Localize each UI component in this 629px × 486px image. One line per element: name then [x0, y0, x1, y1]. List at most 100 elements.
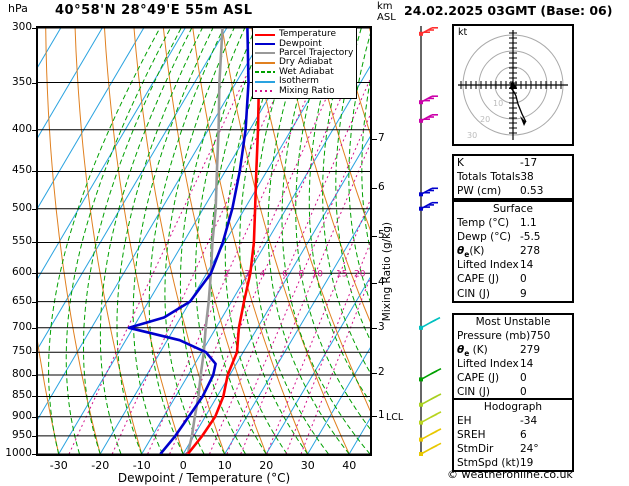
altitude-tick-label-6: 6 [378, 181, 385, 194]
pressure-tick-950 [32, 435, 36, 437]
legend-swatch [255, 61, 275, 64]
table-row: CIN (J) 9 [454, 287, 572, 301]
altitude-tick-label-4: 4 [378, 275, 385, 288]
legend-label: Dewpoint [279, 38, 322, 49]
table-row-value: 1.1 [520, 217, 537, 230]
pressure-tick-400 [32, 129, 36, 131]
table-row-value: 24° [520, 443, 539, 456]
hodograph-ring-label-20: 20 [480, 115, 490, 124]
table-row-value: 750 [530, 330, 551, 343]
temperature-tick-label--10: -10 [132, 459, 151, 472]
altitude-unit-label: km ASL [377, 1, 396, 23]
table-row: StmDir 24° [454, 442, 572, 456]
pressure-tick-label-750: 750 [11, 345, 32, 358]
mixing-ratio-axis-label: Mixing Ratio (g/kg) [381, 222, 393, 322]
table-row-value: 0.53 [520, 185, 544, 198]
pressure-tick-700 [32, 327, 36, 329]
table-row-key: Totals Totals [457, 171, 521, 184]
table-row-value: 38 [520, 171, 534, 184]
hodograph-unit-label: kt [458, 27, 468, 38]
table-row: StmSpd (kt) 19 [454, 456, 572, 470]
table-row: Pressure (mb) 750 [454, 329, 572, 343]
pressure-tick-label-600: 600 [11, 266, 32, 279]
mixing-ratio-label-10: 10 [312, 269, 324, 279]
wind-barb-column [408, 26, 448, 456]
legend-swatch [255, 71, 275, 74]
pressure-tick-350 [32, 82, 36, 84]
table-row-value: 0 [520, 273, 527, 286]
table-row-key: CIN (J) [457, 386, 490, 399]
legend-item-temperature: Temperature [255, 30, 353, 39]
temperature-tick-label-30: 30 [300, 459, 315, 472]
table-row-key: PW (cm) [457, 185, 502, 198]
mixing-ratio-label-4: 4 [260, 269, 266, 279]
legend-label: Mixing Ratio [279, 85, 335, 96]
table-row-value: 6 [520, 429, 527, 442]
pressure-tick-label-650: 650 [11, 294, 32, 307]
table-row-key: StmDir [457, 443, 494, 456]
altitude-tick-4 [372, 282, 377, 284]
pressure-tick-800 [32, 375, 36, 377]
legend-label: Dry Adiabat [279, 57, 333, 68]
legend-label: Temperature [279, 29, 337, 40]
pressure-tick-750 [32, 352, 36, 354]
wet-adiabat-45 [281, 28, 370, 454]
hodograph-stats-table: Hodograph EH -34 SREH 6 StmDir 24° StmSpd (kt) 1… [452, 398, 574, 473]
mixing-ratio-label-2: 2 [224, 269, 230, 279]
altitude-tick-3 [372, 328, 377, 330]
wet-adiabat-70 [348, 33, 370, 303]
legend-item-dewpoint: Dewpoint [255, 39, 353, 48]
altitude-tick-label-3: 3 [378, 321, 385, 334]
date-title: 24.02.2025 03GMT (Base: 06) [404, 3, 613, 18]
pressure-tick-500 [32, 208, 36, 210]
wind-barb-960 [419, 428, 442, 442]
table-row: EH -34 [454, 414, 572, 428]
most-unstable-table: Most Unstable Pressure (mb) 750 θe (K) 279 Li… [452, 313, 574, 402]
temperature-curve [186, 28, 262, 454]
altitude-tick-1 [372, 416, 377, 418]
mixing-ratio-label-8: 8 [299, 269, 305, 279]
isotherm-10 [224, 206, 370, 454]
parcel-trajectory-curve [186, 28, 224, 454]
table-row: SREH 6 [454, 428, 572, 442]
hodograph-plot: 10 20 30 kt [452, 24, 574, 146]
pressure-tick-label-450: 450 [11, 164, 32, 177]
temperature-tick-label-0: 0 [179, 459, 187, 472]
legend-item-dry-adiabat: Dry Adiabat [255, 58, 353, 67]
table-row-value: 19 [520, 457, 534, 470]
altitude-tick-label-2: 2 [378, 365, 385, 378]
table-row-key: EH [457, 415, 472, 428]
table-row-key: θe(K) [457, 245, 485, 260]
surface-parcel-table: Surface Temp (°C) 1.1 Dewp (°C) -5.5 θe(K) 278… [452, 200, 574, 303]
table-row-value: -34 [520, 415, 538, 428]
wind-barb-390 [419, 114, 438, 123]
temperature-tick-label-40: 40 [342, 459, 357, 472]
mixing-ratio-labels: 2 3 4 6 8 10 15 20 [224, 269, 366, 279]
mixing-ratio-label-6: 6 [282, 269, 288, 279]
wind-barb-870 [419, 393, 442, 407]
isotherm--40 [38, 28, 269, 420]
wet-adiabat--25 [65, 28, 171, 454]
table-row-key: Pressure (mb) [457, 330, 531, 343]
table-row: θe(K) 278 [454, 244, 572, 260]
isotherm--70 [38, 28, 145, 209]
table-row-value: 0 [520, 386, 527, 399]
pressure-tick-label-900: 900 [11, 409, 32, 422]
table-row-value: 9 [520, 287, 527, 300]
table-row-key: CIN (J) [457, 287, 490, 300]
pressure-tick-900 [32, 416, 36, 418]
altitude-tick-6 [372, 188, 377, 190]
wind-barb-canvas [419, 26, 442, 456]
isotherm--50 [38, 28, 228, 350]
table-row-key: θe (K) [457, 344, 488, 359]
temperature-tick-label--20: -20 [91, 459, 110, 472]
table-row-value: -5.5 [520, 231, 541, 244]
legend-swatch [255, 52, 275, 55]
altitude-unit-line2: ASL [377, 12, 396, 23]
wind-barb-1000 [419, 442, 442, 456]
pressure-tick-label-300: 300 [11, 21, 32, 33]
pressure-tick-label-800: 800 [11, 368, 32, 381]
altitude-tick-5 [372, 236, 377, 238]
table-row-value: 279 [520, 344, 541, 357]
wet-adiabat-5 [164, 28, 235, 454]
